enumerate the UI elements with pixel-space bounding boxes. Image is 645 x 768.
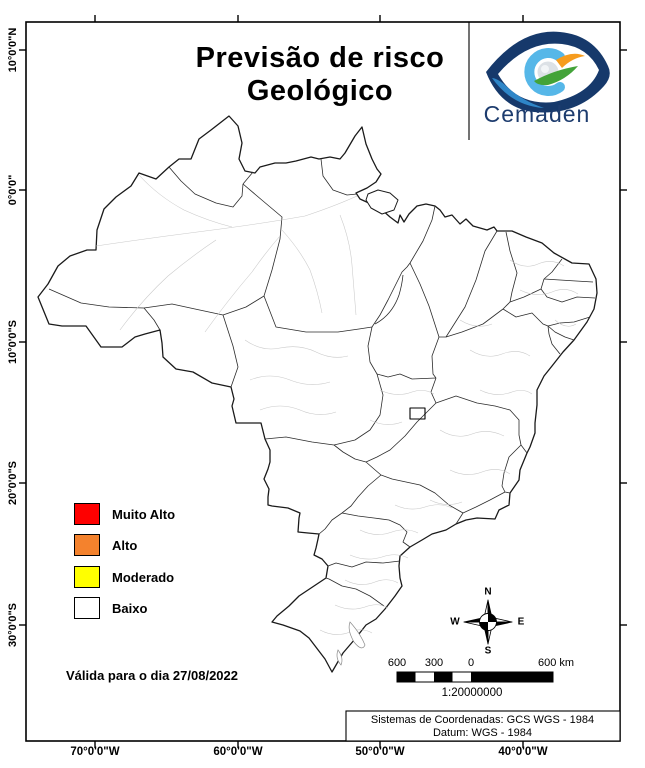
lon-label-40w: 40°0'0"W [498,746,548,758]
page-title-line1: Previsão de risco [195,42,445,74]
legend-swatch-alto [74,534,100,556]
lon-label-60w: 60°0'0"W [213,746,263,758]
compass-rose [463,599,513,645]
page-title-line2: Geológico [246,75,394,107]
scale-bar [396,671,554,683]
distrito-federal [409,407,426,420]
lat-label-10s: 10°0'0"S [7,319,19,365]
lat-label-10n: 10°0'0"N [7,27,19,73]
scale-label-600-left: 600 [387,657,407,669]
datum-line: Datum: WGS - 1984 [432,727,533,739]
scale-ratio: 1:20000000 [441,687,503,699]
legend-label-baixo: Baixo [112,601,148,616]
legend-label-muito-alto: Muito Alto [112,507,176,522]
lat-label-20s: 20°0'0"S [7,460,19,506]
legend-label-alto: Alto [112,538,138,553]
legend-swatch-muito-alto [74,503,100,525]
coordinate-info-box [345,710,621,742]
lagoons [336,621,366,666]
cemaden-logo-icon [486,31,610,113]
lon-label-70w: 70°0'0"W [70,746,120,758]
scale-label-300: 300 [424,657,444,669]
lat-label-30s: 30°0'0"S [7,602,19,648]
compass-s-label: S [484,645,492,657]
legend-swatch-moderado [74,566,100,588]
municipal-lines [95,174,579,635]
legend-label-moderado: Moderado [112,570,175,585]
scale-label-600-right: 600 km [537,657,575,669]
compass-e-label: E [517,616,525,628]
brazil-outline [37,115,598,673]
map-frame [25,21,621,742]
lat-label-0: 0°0'0" [7,174,19,206]
coordinate-system-line: Sistemas de Coordenadas: GCS WGS - 1984 [370,714,595,726]
compass-n-label: N [484,586,492,598]
marajo-island [365,189,399,215]
state-borders [48,158,596,607]
legend-swatch-baixo [74,597,100,619]
lon-label-50w: 50°0'0"W [355,746,405,758]
scale-label-0: 0 [467,657,475,669]
graticule-ticks [19,15,627,748]
validity-note: Válida para o dia 27/08/2022 [66,668,238,683]
cemaden-logo-text: Cemaden [483,101,591,127]
compass-w-label: W [450,616,460,628]
